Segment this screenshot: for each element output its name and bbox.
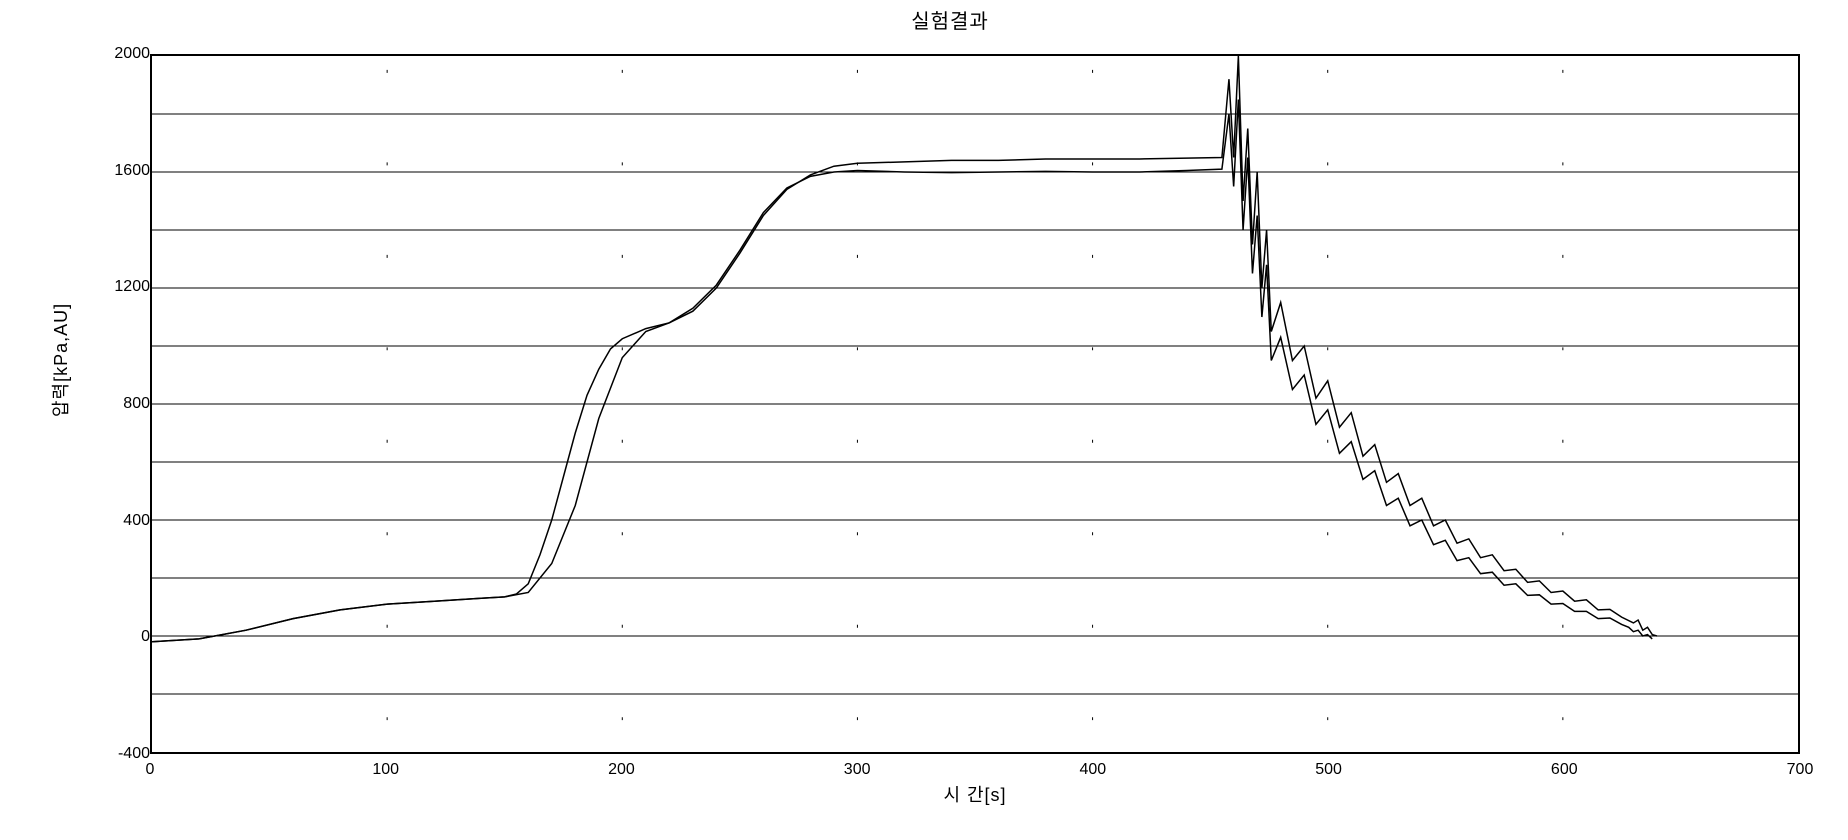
x-tick-label: 700 bbox=[1787, 761, 1814, 779]
x-tick-label: 400 bbox=[1079, 761, 1106, 779]
y-tick-label: 800 bbox=[90, 395, 150, 413]
x-tick-label: 0 bbox=[146, 761, 155, 779]
x-tick-label: 500 bbox=[1315, 761, 1342, 779]
x-tick-label: 100 bbox=[372, 761, 399, 779]
chart-container: 실험결과 압력[kPa,AU] 시 간[s] -4000400800120016… bbox=[70, 5, 1830, 835]
y-tick-label: 1600 bbox=[90, 162, 150, 180]
plot-area: 시 간[s] bbox=[150, 54, 1800, 754]
x-axis-label: 시 간[s] bbox=[943, 781, 1006, 807]
x-tick-label: 300 bbox=[844, 761, 871, 779]
y-tick-label: 1200 bbox=[90, 278, 150, 296]
y-tick-label: 2000 bbox=[90, 45, 150, 63]
y-tick-label: 400 bbox=[90, 512, 150, 530]
x-tick-label: 600 bbox=[1551, 761, 1578, 779]
y-axis-label: 압력[kPa,AU] bbox=[47, 303, 73, 417]
chart-svg bbox=[152, 56, 1798, 752]
chart-title: 실험결과 bbox=[70, 5, 1830, 34]
plot-wrapper: 압력[kPa,AU] 시 간[s] -400040080012001600200… bbox=[70, 44, 1830, 814]
x-tick-label: 200 bbox=[608, 761, 635, 779]
y-tick-label: 0 bbox=[90, 628, 150, 646]
y-tick-label: -400 bbox=[90, 745, 150, 763]
